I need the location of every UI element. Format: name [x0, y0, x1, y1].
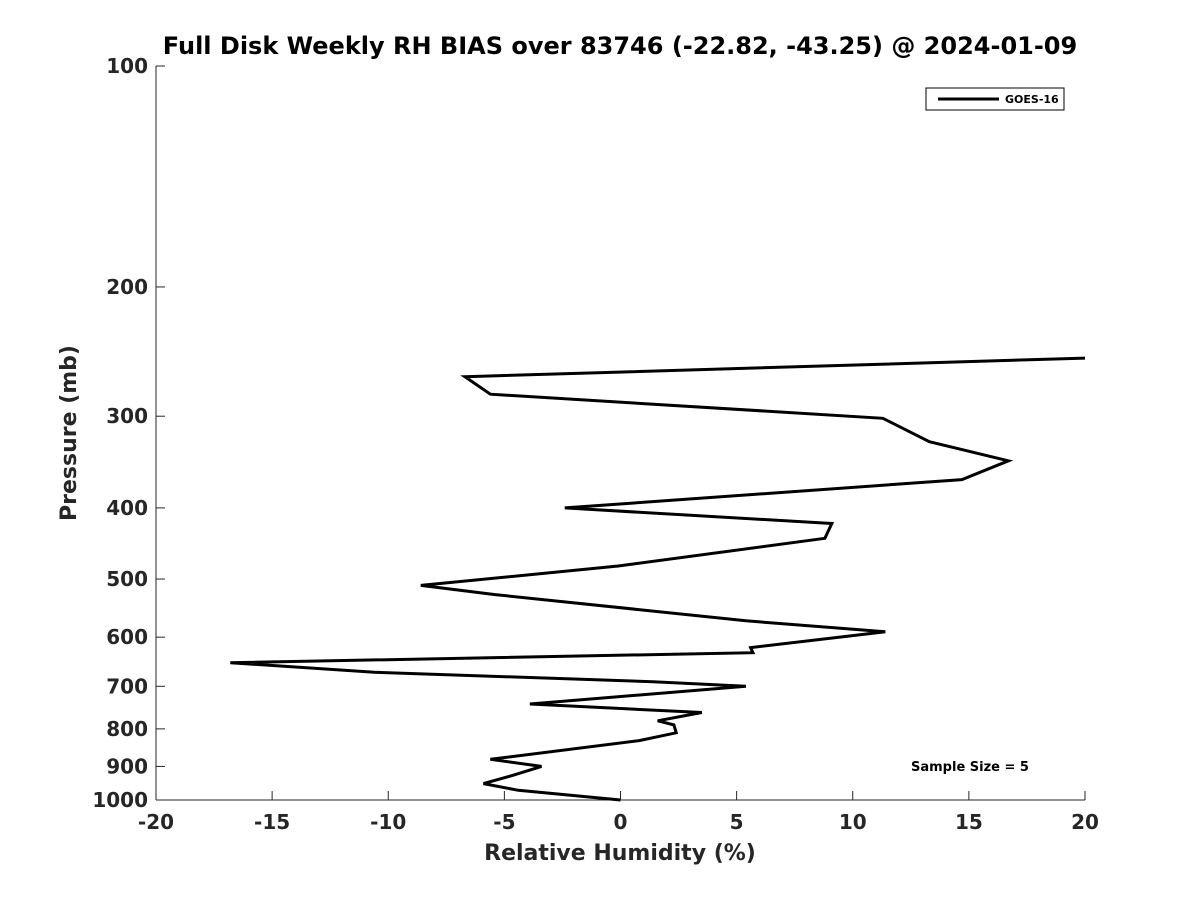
y-tick-label: 700 — [106, 674, 148, 698]
series-line-goes-16 — [230, 356, 1086, 802]
x-tick-label: -15 — [254, 810, 290, 834]
plot-area: -20 -15 -10 -5 0 5 10 15 20 100 200 300 400 500 600 700… — [92, 54, 1099, 834]
x-tick-label: -10 — [370, 810, 406, 834]
y-tick-label: 500 — [106, 567, 148, 591]
y-tick-label: 900 — [106, 754, 148, 778]
y-axis-label: Pressure (mb) — [57, 345, 82, 521]
x-tick-label: -20 — [138, 810, 174, 834]
legend: GOES-16 — [925, 87, 1065, 111]
y-tick-label: 300 — [106, 404, 148, 428]
y-tick-label: 800 — [106, 717, 148, 741]
legend-label-goes-16: GOES-16 — [1005, 93, 1059, 106]
x-tick-label: 20 — [1071, 810, 1099, 834]
sample-size-annotation: Sample Size = 5 — [911, 760, 1029, 775]
x-tick-label: -5 — [493, 810, 515, 834]
x-tick-label: 10 — [839, 810, 867, 834]
chart-title: Full Disk Weekly RH BIAS over 83746 (-22… — [163, 32, 1077, 60]
x-tick-label: 5 — [730, 810, 744, 834]
x-tick-label: 15 — [955, 810, 983, 834]
x-tick-label: 0 — [614, 810, 628, 834]
x-axis-label: Relative Humidity (%) — [484, 841, 756, 866]
y-tick-label: 100 — [106, 54, 148, 78]
y-tick-label: 1000 — [92, 788, 148, 812]
y-tick-label: 600 — [106, 625, 148, 649]
y-tick-label: 200 — [106, 275, 148, 299]
y-tick-label: 400 — [106, 496, 148, 520]
